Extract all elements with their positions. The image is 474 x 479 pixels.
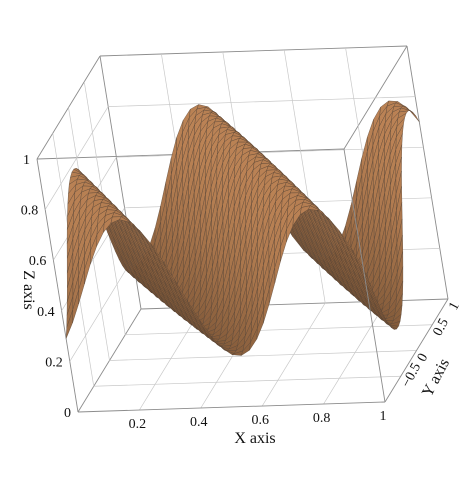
x-axis-label: X axis <box>234 430 275 447</box>
z-tick-label: 0.8 <box>21 204 39 219</box>
y-tick-label: 0 <box>415 351 432 364</box>
gridline <box>283 49 326 304</box>
x-tick-label: 0.4 <box>190 415 208 430</box>
gridline <box>93 375 401 387</box>
z-tick-label: 0.2 <box>45 355 63 370</box>
z-tick-labels: 0 0.2 0.4 0.6 0.8 1 <box>21 153 71 421</box>
box-edge-front <box>77 401 386 413</box>
gridline <box>109 350 417 361</box>
z-tick-label: 1 <box>23 153 30 168</box>
surface-patch <box>350 247 368 278</box>
box-edge <box>99 45 408 57</box>
y-tick-label: 0.5 <box>431 316 452 338</box>
z-tick-label: 0 <box>64 406 71 421</box>
x-tick-label: 0.6 <box>251 413 269 428</box>
x-tick-label: 1 <box>380 409 387 424</box>
gridline <box>108 96 416 107</box>
x-tick-label: 0.8 <box>313 411 331 426</box>
box-edge <box>36 158 79 413</box>
box-edge-front <box>384 298 449 403</box>
gridline <box>125 324 433 336</box>
x-tick-labels: 0.2 0.4 0.6 0.8 1 <box>129 409 387 432</box>
z-tick-label: 0.4 <box>37 305 55 320</box>
surface-mesh <box>65 100 420 357</box>
z-tick-label: 0.6 <box>29 254 47 269</box>
x-tick-label: 0.2 <box>129 417 147 432</box>
y-tick-label: 1 <box>446 300 463 313</box>
z-axis-label: Z axis <box>20 270 37 310</box>
axes-box-front <box>77 148 449 413</box>
box-edge <box>406 45 449 300</box>
box-edge <box>343 45 408 150</box>
box-edge-front <box>343 148 386 403</box>
y-tick-label: −0.5 <box>399 361 424 390</box>
